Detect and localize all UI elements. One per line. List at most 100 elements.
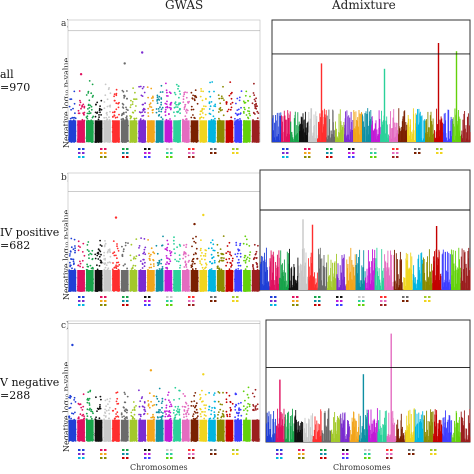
snp-point xyxy=(83,415,85,418)
legend-marker xyxy=(188,296,191,298)
snp-point xyxy=(237,258,240,261)
legend-marker xyxy=(270,304,273,306)
snp-point xyxy=(185,96,188,99)
snp-point xyxy=(125,117,128,119)
snp-point xyxy=(185,264,187,266)
snp-point xyxy=(117,102,120,105)
chromosome-base xyxy=(199,270,208,291)
snp-point xyxy=(71,258,73,261)
chromosome-base xyxy=(85,419,94,441)
chromosome-base xyxy=(120,120,129,142)
snp-point xyxy=(88,99,91,102)
legend-marker xyxy=(78,296,81,298)
chromosome-base xyxy=(147,270,155,291)
snp-point xyxy=(115,108,118,111)
snp-point xyxy=(160,101,163,104)
snp-point xyxy=(219,259,221,262)
snp-point xyxy=(213,259,216,262)
legend-marker xyxy=(210,300,213,302)
snp-point xyxy=(141,111,144,113)
snp-point xyxy=(90,267,93,270)
snp-point xyxy=(77,417,80,420)
snp-point xyxy=(217,94,220,96)
snp-point xyxy=(91,257,94,260)
snp-point xyxy=(199,110,202,113)
snp-point xyxy=(243,259,245,262)
snp-point xyxy=(98,255,101,258)
snp-point xyxy=(184,103,187,106)
legend-marker xyxy=(82,300,85,302)
snp-point xyxy=(161,266,164,268)
legend-marker xyxy=(192,304,195,306)
legend-marker xyxy=(384,304,387,306)
snp-point xyxy=(216,243,219,246)
snp-point xyxy=(122,90,125,93)
legend-marker xyxy=(304,148,307,150)
legend-marker xyxy=(424,300,427,302)
snp-point xyxy=(143,258,145,261)
snp-point xyxy=(151,109,154,112)
legend-marker xyxy=(362,304,365,306)
legend-marker xyxy=(170,300,173,302)
snp-point xyxy=(135,255,138,258)
snp-point xyxy=(124,410,127,413)
snp-point xyxy=(174,258,177,261)
snp-point xyxy=(165,106,167,109)
panel-b-gwas xyxy=(67,172,261,306)
snp-point xyxy=(187,261,190,263)
chromosome-base xyxy=(234,270,243,291)
snp-point xyxy=(143,265,146,268)
snp-point xyxy=(152,263,155,265)
snp-point xyxy=(88,257,90,260)
legend-marker xyxy=(144,156,147,158)
legend-marker xyxy=(166,152,169,154)
legend-marker xyxy=(304,152,307,154)
legend-marker xyxy=(126,296,129,298)
snp-point xyxy=(249,114,252,117)
snp-point xyxy=(104,408,106,411)
snp-point xyxy=(104,83,107,86)
snp-point xyxy=(89,112,92,114)
snp-point xyxy=(147,239,150,241)
snp-point xyxy=(245,243,248,246)
snp-point xyxy=(228,241,231,244)
snp-point xyxy=(238,99,241,102)
snp-point xyxy=(108,400,111,403)
snp-point xyxy=(192,108,195,111)
snp-point xyxy=(96,101,99,104)
legend-marker xyxy=(274,304,277,306)
snp-point xyxy=(77,109,80,112)
legend-marker xyxy=(78,152,81,154)
snp-point xyxy=(239,244,241,247)
snp-point xyxy=(158,268,161,270)
snp-point xyxy=(175,106,177,108)
snp-point xyxy=(150,247,153,250)
snp-point xyxy=(98,417,101,420)
snp-point xyxy=(164,108,167,111)
snp-point xyxy=(204,105,207,108)
snp-point xyxy=(72,248,75,251)
snp-point xyxy=(115,267,118,270)
snp-point xyxy=(182,101,185,103)
snp-point xyxy=(138,245,141,247)
snp-point xyxy=(165,82,167,85)
legend-marker xyxy=(210,148,213,150)
snp-point xyxy=(144,102,147,105)
snp-point xyxy=(179,102,182,105)
snp-point xyxy=(82,242,85,245)
row-label-line1: IV positive xyxy=(0,226,60,239)
legend-marker xyxy=(340,304,343,306)
snp-point xyxy=(220,252,223,255)
legend-marker xyxy=(192,152,195,154)
snp-point xyxy=(133,256,136,258)
snp-point xyxy=(90,105,93,108)
snp-point xyxy=(72,107,74,110)
snp-point xyxy=(156,100,159,102)
snp-point xyxy=(109,397,112,400)
snp-point xyxy=(192,94,195,97)
snp-point xyxy=(78,104,81,106)
snp-point xyxy=(69,250,72,253)
snp-point xyxy=(169,254,172,257)
snp-point xyxy=(95,396,97,399)
